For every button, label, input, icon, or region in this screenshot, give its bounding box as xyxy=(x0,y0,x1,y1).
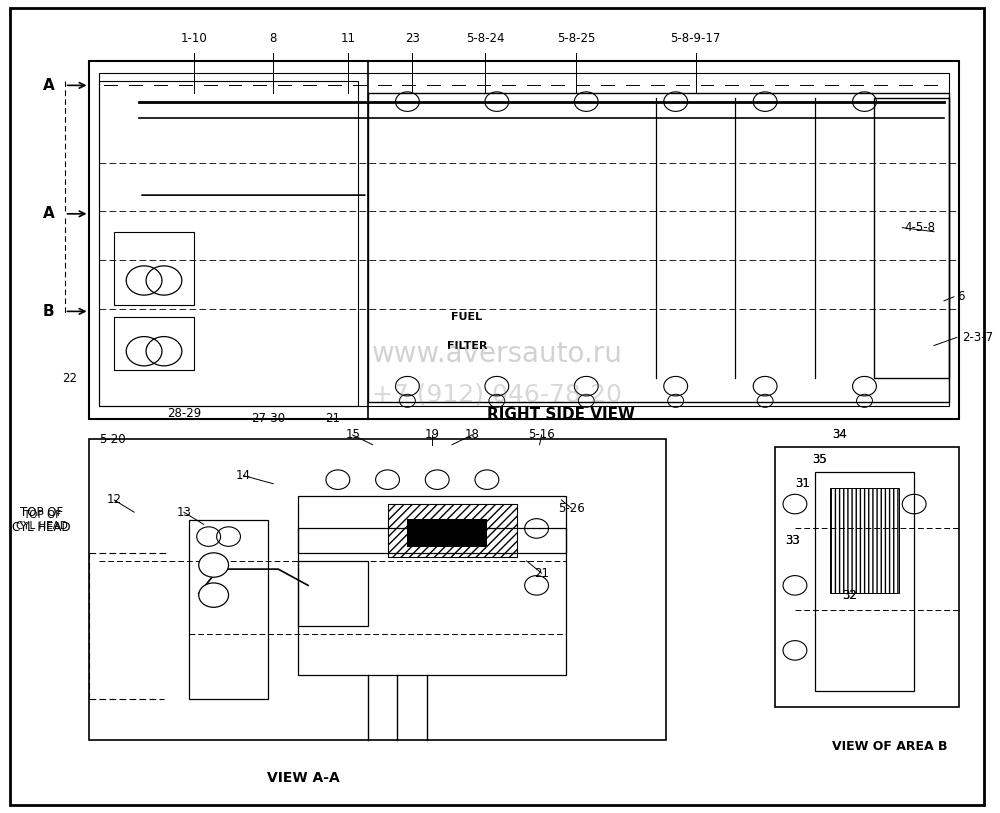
Text: 34: 34 xyxy=(832,428,847,441)
Text: 5-26: 5-26 xyxy=(558,502,585,515)
Text: 5-20: 5-20 xyxy=(99,433,126,446)
Bar xyxy=(815,472,914,691)
Text: 8: 8 xyxy=(270,32,277,45)
Bar xyxy=(298,528,566,675)
Text: 13: 13 xyxy=(176,506,191,519)
Text: 22: 22 xyxy=(63,372,78,385)
Text: 21: 21 xyxy=(534,567,549,580)
Bar xyxy=(298,561,368,626)
Bar xyxy=(189,520,268,699)
Text: 2-3-7: 2-3-7 xyxy=(962,331,993,344)
Bar xyxy=(89,61,959,419)
Text: FUEL: FUEL xyxy=(451,312,483,322)
Bar xyxy=(89,61,368,419)
Text: 6: 6 xyxy=(957,290,964,303)
Bar xyxy=(298,496,566,553)
Text: 34: 34 xyxy=(832,428,847,441)
Bar xyxy=(388,504,517,557)
Text: 33: 33 xyxy=(786,534,800,547)
Text: 4-5-8: 4-5-8 xyxy=(904,221,935,234)
Text: 32: 32 xyxy=(842,589,857,602)
Text: +7 (912) 046-78-20: +7 (912) 046-78-20 xyxy=(372,382,622,406)
Text: 31: 31 xyxy=(795,477,810,490)
Text: 32: 32 xyxy=(842,589,857,602)
Text: A: A xyxy=(43,78,55,93)
Bar xyxy=(99,73,949,407)
Text: B: B xyxy=(43,304,55,319)
Text: 19: 19 xyxy=(425,428,440,441)
Text: 21: 21 xyxy=(325,412,340,425)
Text: 18: 18 xyxy=(465,428,479,441)
Text: 5-8-9-17: 5-8-9-17 xyxy=(670,32,721,45)
Text: 11: 11 xyxy=(340,32,355,45)
Text: 33: 33 xyxy=(786,534,800,547)
Bar xyxy=(114,317,194,370)
Text: RIGHT SIDE VIEW: RIGHT SIDE VIEW xyxy=(487,407,635,422)
Text: TOP OF
CYL HEAD: TOP OF CYL HEAD xyxy=(16,510,68,531)
Text: 1-10: 1-10 xyxy=(180,32,207,45)
Text: 5-8-25: 5-8-25 xyxy=(557,32,596,45)
Text: 23: 23 xyxy=(405,32,420,45)
Text: 12: 12 xyxy=(107,493,122,506)
Text: 28-29: 28-29 xyxy=(167,406,201,420)
Text: 31: 31 xyxy=(795,477,810,490)
Bar xyxy=(368,93,949,402)
Text: 15: 15 xyxy=(345,428,360,441)
Text: 5-8-24: 5-8-24 xyxy=(466,32,504,45)
Bar xyxy=(89,439,666,740)
Bar xyxy=(99,81,358,407)
Text: www.aversauto.ru: www.aversauto.ru xyxy=(371,340,622,367)
Text: VIEW OF AREA B: VIEW OF AREA B xyxy=(832,740,947,753)
Text: 14: 14 xyxy=(236,469,251,482)
Bar xyxy=(114,232,194,305)
Bar xyxy=(830,488,899,593)
Circle shape xyxy=(199,553,229,577)
Text: TOP OF
CYL HEAD: TOP OF CYL HEAD xyxy=(12,506,71,534)
Text: 35: 35 xyxy=(812,453,827,466)
Text: A: A xyxy=(43,207,55,221)
Text: 27-30: 27-30 xyxy=(251,412,285,425)
Bar xyxy=(407,519,487,547)
Text: 35: 35 xyxy=(812,453,827,466)
Text: 5-16: 5-16 xyxy=(528,428,555,441)
Bar xyxy=(874,98,949,378)
Text: FILTER: FILTER xyxy=(447,341,487,350)
Bar xyxy=(775,447,959,707)
Text: VIEW A-A: VIEW A-A xyxy=(267,771,339,785)
Circle shape xyxy=(199,583,229,607)
